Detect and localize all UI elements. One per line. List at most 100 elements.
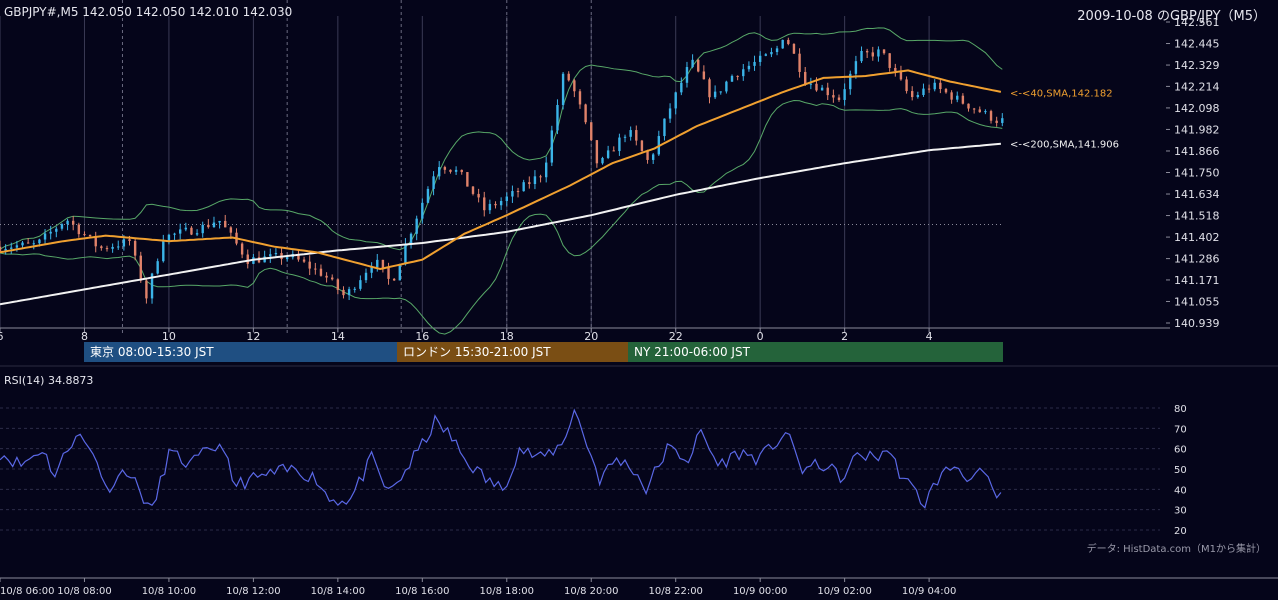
candle-body — [167, 234, 171, 242]
sma200-annotation: <-<200,SMA,141.906 — [1010, 140, 1119, 151]
candle-body — [533, 176, 537, 185]
candle-body — [94, 236, 97, 247]
candle-body — [66, 220, 69, 225]
candle-body — [612, 150, 615, 152]
candle-body — [381, 259, 385, 268]
candle-body — [443, 167, 447, 170]
candle-body — [736, 75, 739, 77]
candle-body — [573, 80, 576, 92]
candle-body — [956, 95, 959, 100]
y-tick-label: 141.518 — [1174, 210, 1220, 223]
candle-body — [111, 246, 114, 249]
candle-body — [516, 191, 520, 193]
candle-body — [404, 244, 407, 265]
candle-body — [865, 50, 869, 53]
y-tick-label: 140.939 — [1174, 317, 1220, 330]
candle-body — [680, 82, 683, 93]
rsi-x-tick-label: 10/8 20:00 — [564, 586, 618, 597]
candle-body — [984, 111, 987, 113]
rsi-line — [0, 408, 1002, 509]
candle-body — [1001, 118, 1004, 123]
candle-body — [606, 150, 610, 158]
rsi-y-tick-label: 60 — [1174, 445, 1187, 456]
candle-body — [556, 104, 559, 131]
candle-body — [882, 49, 886, 54]
y-tick-label: 142.329 — [1174, 59, 1220, 72]
candle-body — [314, 268, 317, 270]
candle-body — [911, 91, 914, 98]
candle-body — [995, 120, 998, 123]
candle-body — [854, 61, 858, 74]
candle-body — [635, 130, 638, 141]
candle-body — [88, 234, 92, 237]
candle-body — [387, 267, 390, 279]
candle-body — [466, 172, 469, 187]
candle-body — [297, 253, 300, 260]
candle-body — [668, 108, 672, 119]
candle-body — [685, 67, 689, 83]
candle-body — [944, 88, 948, 93]
candle-body — [927, 88, 931, 90]
candle-body — [691, 59, 694, 68]
candle-body — [888, 53, 891, 68]
rsi-y-tick-label: 20 — [1174, 526, 1187, 537]
candle-body — [528, 182, 531, 185]
bollinger-lower — [0, 99, 1003, 335]
candle-body — [950, 92, 953, 100]
rsi-x-tick-label: 10/8 10:00 — [142, 586, 196, 597]
x-tick-label: 2 — [841, 330, 848, 343]
source-note: データ: HistData.com（M1から集計） — [1086, 544, 1266, 555]
candle-body — [218, 220, 221, 223]
candle-body — [128, 239, 131, 242]
candle-body — [832, 95, 835, 98]
candle-body — [426, 188, 430, 203]
candle-body — [787, 39, 790, 44]
candle-body — [499, 201, 503, 206]
candle-body — [972, 108, 976, 110]
candle-body — [195, 233, 199, 235]
candle-body — [781, 39, 784, 49]
y-tick-label: 142.098 — [1174, 102, 1220, 115]
candle-body — [392, 278, 396, 281]
candle-body — [708, 79, 711, 98]
candle-body — [663, 118, 666, 137]
x-tick-label: 10 — [162, 330, 176, 343]
x-tick-label: 4 — [926, 330, 933, 343]
y-tick-label: 141.866 — [1174, 145, 1220, 158]
axes: <-<40,SMA,142.182 <-<200,SMA,141.906 142.5… — [0, 16, 1220, 343]
candle-body — [798, 53, 801, 72]
candle-body — [837, 97, 841, 100]
candle-body — [122, 239, 126, 247]
candle-body — [770, 52, 773, 55]
candle-body — [561, 73, 565, 105]
moving-averages — [0, 69, 1002, 306]
candle-body — [933, 82, 936, 90]
candle-body — [0, 246, 2, 252]
candle-body — [274, 253, 278, 255]
x-tick-label: 16 — [415, 330, 429, 343]
candle-body — [139, 255, 142, 281]
y-tick-label: 141.634 — [1174, 188, 1220, 201]
candle-body — [725, 81, 728, 92]
candle-body — [421, 202, 424, 219]
rsi-panel: 80 70 60 50 40 30 20 10/8 06:00 10/8 08:00 10/8 1… — [0, 404, 1187, 597]
candle-body — [342, 289, 345, 296]
rsi-x-tick-label: 10/8 06:00 — [0, 586, 54, 597]
candle-body — [15, 245, 19, 248]
candle-body — [156, 261, 159, 274]
candle-body — [285, 257, 289, 260]
candle-body — [590, 122, 593, 141]
x-tick-label: 22 — [669, 330, 683, 343]
candle-body — [49, 231, 52, 234]
x-tick-label: 8 — [81, 330, 88, 343]
chart-title: 2009-10-08 のGBP/JPY（M5） — [1077, 9, 1266, 24]
candle-body — [978, 109, 981, 113]
candle-body — [347, 289, 351, 296]
candle-body — [359, 280, 362, 289]
candle-body — [764, 54, 767, 56]
candle-body — [550, 130, 554, 163]
candle-body — [697, 59, 700, 72]
y-tick-label: 141.171 — [1174, 274, 1220, 287]
candle-body — [477, 193, 480, 198]
candle-body — [758, 55, 762, 62]
